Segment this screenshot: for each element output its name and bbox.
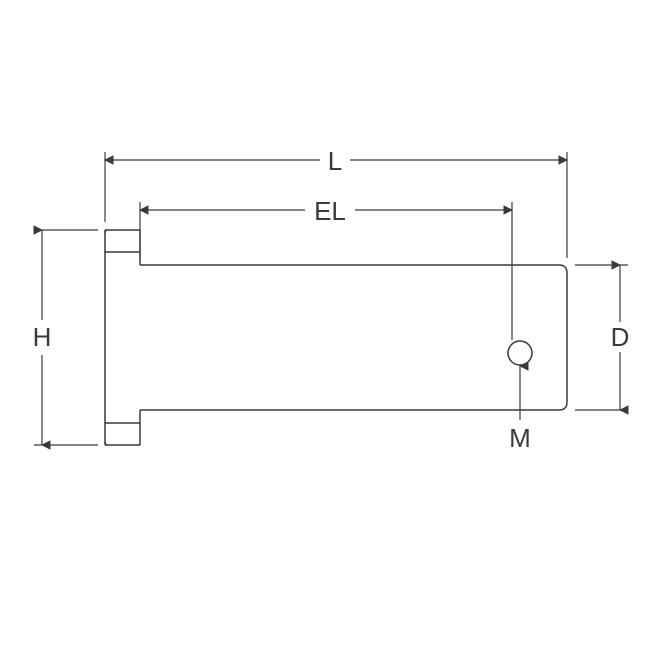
pin-diagram: L EL H D M [0,0,670,670]
label-H: H [33,322,52,352]
label-EL: EL [314,196,346,226]
dimension-EL: EL [140,196,512,340]
pin-body [140,265,567,410]
dimension-H: H [33,230,98,445]
dimension-D: D [575,265,629,410]
label-M: M [509,423,531,453]
label-D: D [611,322,630,352]
pin-hole [508,341,532,365]
pin-head [105,230,140,445]
label-L: L [328,146,342,176]
